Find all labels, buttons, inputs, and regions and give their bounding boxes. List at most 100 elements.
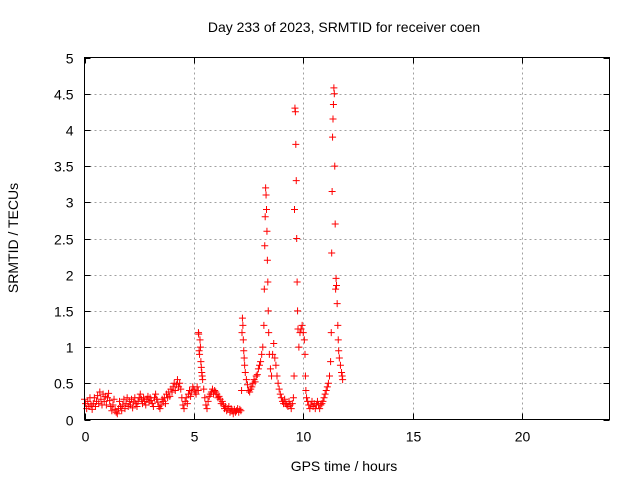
data-point xyxy=(292,177,300,185)
data-point xyxy=(194,387,202,395)
data-point xyxy=(248,383,256,391)
data-point xyxy=(88,405,96,413)
data-point xyxy=(276,390,284,398)
data-point xyxy=(329,133,337,141)
data-point xyxy=(277,394,285,402)
data-point xyxy=(335,354,343,362)
data-point xyxy=(111,405,119,413)
y-tick-label: 0 xyxy=(66,413,74,429)
data-point xyxy=(332,274,340,282)
data-point xyxy=(301,350,309,358)
data-point xyxy=(256,361,263,369)
data-point xyxy=(196,350,204,358)
data-point xyxy=(339,376,347,384)
data-point xyxy=(218,397,226,405)
data-point xyxy=(237,407,245,415)
data-point xyxy=(263,206,270,214)
data-point xyxy=(201,394,209,402)
data-point xyxy=(334,321,342,329)
data-point xyxy=(263,227,271,235)
data-point xyxy=(259,343,267,351)
data-point xyxy=(100,397,108,405)
data-point xyxy=(161,400,169,408)
data-point xyxy=(293,278,301,286)
data-point xyxy=(195,330,203,338)
data-point xyxy=(273,372,281,380)
data-point xyxy=(329,101,337,109)
data-point xyxy=(211,387,219,395)
data-point xyxy=(257,358,265,366)
y-tick-label: 1.5 xyxy=(54,304,74,320)
data-point xyxy=(241,361,249,369)
data-point xyxy=(154,398,162,406)
data-point xyxy=(328,187,336,195)
plot-frame xyxy=(84,57,610,420)
data-point xyxy=(295,343,303,351)
data-point xyxy=(180,405,188,413)
data-point xyxy=(274,379,282,387)
data-point xyxy=(272,361,280,369)
data-point xyxy=(120,395,128,403)
data-point xyxy=(317,401,325,409)
data-point xyxy=(106,397,114,405)
data-point xyxy=(84,397,92,405)
y-tick-label: 5 xyxy=(66,51,74,67)
data-point xyxy=(333,300,341,308)
data-point xyxy=(293,235,301,242)
data-point xyxy=(240,354,248,362)
data-point xyxy=(204,397,212,405)
data-point xyxy=(200,385,208,393)
data-point xyxy=(176,379,184,387)
data-point xyxy=(108,407,116,415)
data-point xyxy=(246,388,254,396)
data-point xyxy=(299,329,307,337)
data-point xyxy=(261,242,269,250)
data-point xyxy=(133,402,141,410)
data-point xyxy=(328,249,336,257)
y-tick-label: 2.5 xyxy=(54,232,74,248)
data-point xyxy=(289,394,297,402)
data-point xyxy=(331,162,339,170)
data-point xyxy=(331,220,339,228)
data-point xyxy=(142,401,150,409)
data-point xyxy=(326,372,333,380)
grid xyxy=(84,57,610,420)
data-point xyxy=(320,394,328,402)
data-point xyxy=(116,397,123,405)
data-point xyxy=(166,392,174,400)
data-point xyxy=(105,389,113,397)
data-point xyxy=(294,307,302,315)
data-point xyxy=(297,325,305,333)
data-point xyxy=(136,390,144,398)
y-tick-label: 2 xyxy=(66,268,74,284)
data-point xyxy=(298,321,306,329)
data-point xyxy=(291,108,299,116)
data-point xyxy=(253,371,261,379)
data-point xyxy=(183,400,191,408)
data-point xyxy=(322,387,330,395)
data-point xyxy=(152,390,160,398)
data-point xyxy=(240,347,248,355)
data-point xyxy=(269,350,277,358)
data-point xyxy=(203,405,211,413)
data-point xyxy=(324,379,332,387)
data-point xyxy=(187,392,195,400)
data-point xyxy=(301,372,309,380)
data-point xyxy=(252,372,260,380)
data-point xyxy=(241,368,249,376)
data-point xyxy=(215,392,223,400)
y-tick-label: 0.5 xyxy=(54,376,74,392)
data-point xyxy=(316,405,324,413)
data-point xyxy=(323,383,331,391)
data-point xyxy=(177,385,185,393)
data-point xyxy=(251,378,259,386)
data-point xyxy=(330,90,338,98)
data-point xyxy=(302,387,310,395)
y-axis-label: SRMTID / TECUs xyxy=(5,183,21,293)
data-point xyxy=(173,376,181,384)
data-point xyxy=(292,140,300,148)
data-point xyxy=(238,314,246,322)
data-point xyxy=(261,213,269,221)
data-point xyxy=(192,390,200,398)
data-point xyxy=(110,395,118,403)
